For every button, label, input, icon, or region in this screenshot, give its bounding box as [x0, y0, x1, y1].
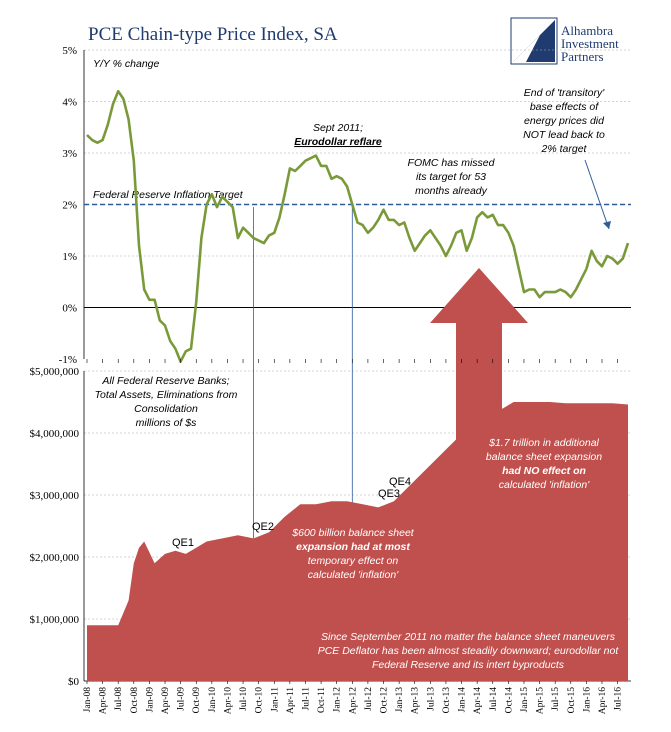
- svg-text:balance sheet expansion: balance sheet expansion: [486, 451, 602, 463]
- x-tick-label: Oct-09: [192, 687, 202, 714]
- annotation-600b: $600 billion balance sheet expansion had…: [291, 527, 415, 581]
- inflation-target-label: Federal Reserve Inflation Target: [93, 189, 244, 201]
- svg-text:calculated 'inflation': calculated 'inflation': [499, 479, 590, 491]
- up-arrow-icon: [430, 268, 528, 562]
- x-tick-label: Apr-10: [223, 687, 233, 714]
- x-tick-label: Oct-12: [380, 687, 390, 714]
- svg-text:Total Assets, Eliminations fro: Total Assets, Eliminations from: [95, 389, 238, 401]
- svg-text:Since September 2011 no matter: Since September 2011 no matter the balan…: [321, 631, 616, 643]
- annotation-transitory: End of 'transitory' base effects of ener…: [523, 87, 605, 155]
- svg-text:base effects of: base effects of: [530, 101, 599, 113]
- x-tick-label: Jul-09: [177, 687, 187, 711]
- logo-line-3: Partners: [561, 49, 604, 64]
- qe1-label: QE1: [172, 537, 194, 549]
- x-tick-label: Apr-11: [286, 687, 296, 714]
- y-tick-label: $0: [68, 676, 80, 688]
- x-tick-label: Oct-08: [130, 687, 140, 714]
- x-tick-label: Jan-13: [395, 687, 405, 713]
- arrowhead-icon: [603, 221, 611, 229]
- x-tick-label: Jan-09: [145, 687, 155, 713]
- top-panel-y-ticks: 5% 4% 3% 2% 1% 0% -1%: [59, 45, 77, 366]
- bottom-panel-ylabel: All Federal Reserve Banks; Total Assets,…: [95, 375, 238, 429]
- transitory-pointer-arrow: [584, 159, 610, 230]
- x-tick-label: Apr-13: [411, 687, 421, 714]
- svg-text:All Federal Reserve Banks;: All Federal Reserve Banks;: [101, 375, 229, 387]
- y-tick-label: 2%: [62, 200, 77, 212]
- x-tick-label: Oct-10: [255, 687, 265, 714]
- svg-text:its target for 53: its target for 53: [416, 171, 486, 183]
- svg-text:End of 'transitory': End of 'transitory': [524, 87, 605, 99]
- bottom-panel-y-ticks: $5,000,000 $4,000,000 $3,000,000 $2,000,000…: [30, 366, 80, 688]
- x-tick-label: Oct-13: [442, 687, 452, 714]
- x-tick-label: Jan-16: [582, 687, 592, 713]
- x-tick-label: Apr-09: [161, 687, 171, 714]
- x-tick-label: Apr-08: [99, 687, 109, 714]
- x-tick-label: Jul-08: [114, 687, 124, 711]
- logo-line-2: Investment: [561, 36, 619, 51]
- y-tick-label: $3,000,000: [30, 490, 80, 502]
- y-tick-label: $5,000,000: [30, 366, 80, 378]
- x-tick-label: Jul-15: [551, 687, 561, 711]
- x-tick-label: Jul-16: [614, 687, 624, 711]
- x-tick-label: Jul-14: [489, 687, 499, 711]
- y-tick-label: 3%: [62, 148, 77, 160]
- x-tick-label: Apr-15: [536, 687, 546, 714]
- x-tick-label: Jan-11: [270, 687, 280, 712]
- svg-text:temporary effect on: temporary effect on: [308, 555, 399, 567]
- annotation-sept2011: Sept 2011; Eurodollar reflare: [294, 122, 382, 148]
- svg-text:2% target: 2% target: [541, 143, 588, 155]
- svg-text:calculated 'inflation': calculated 'inflation': [308, 569, 399, 581]
- y-tick-label: 1%: [62, 251, 77, 263]
- x-tick-label: Jul-12: [364, 687, 374, 711]
- x-tick-label: Jan-08: [83, 687, 93, 713]
- y-tick-label: $1,000,000: [30, 614, 80, 626]
- svg-text:energy prices did: energy prices did: [524, 115, 605, 127]
- annotation-fomc: FOMC has missed its target for 53 months…: [408, 157, 496, 197]
- x-tick-label: Oct-15: [567, 687, 577, 714]
- x-tick-label: Jul-13: [426, 687, 436, 711]
- svg-text:Sept 2011;: Sept 2011;: [313, 122, 363, 134]
- x-axis-tick-labels: Jan-08 Apr-08 Jul-08 Oct-08 Jan-09 Apr-09 Jul-…: [83, 359, 624, 714]
- annotation-since2011: Since September 2011 no matter the balan…: [318, 631, 620, 671]
- svg-text:FOMC has missed: FOMC has missed: [408, 157, 496, 169]
- x-tick-label: Jan-10: [208, 687, 218, 713]
- svg-text:NOT lead back to: NOT lead back to: [523, 129, 605, 141]
- svg-text:PCE Deflator has been almost s: PCE Deflator has been almost steadily do…: [318, 645, 620, 657]
- svg-text:Federal Reserve and its intert: Federal Reserve and its intert byproduct…: [372, 659, 565, 671]
- x-tick-label: Apr-16: [598, 687, 608, 714]
- svg-text:Eurodollar reflare: Eurodollar reflare: [294, 136, 382, 148]
- y-tick-label: 5%: [62, 45, 77, 57]
- svg-text:millions of $s: millions of $s: [136, 417, 197, 429]
- y-tick-label: $2,000,000: [30, 552, 80, 564]
- y-tick-label: 4%: [62, 97, 77, 109]
- x-tick-label: Jan-14: [458, 687, 468, 713]
- svg-text:$1.7 trillion in additional: $1.7 trillion in additional: [488, 437, 599, 449]
- y-tick-label: -1%: [59, 354, 77, 366]
- svg-text:Consolidation: Consolidation: [134, 403, 198, 415]
- x-tick-label: Jul-10: [239, 687, 249, 711]
- top-panel-ylabel: Y/Y % change: [93, 58, 160, 70]
- x-tick-label: Oct-11: [317, 687, 327, 713]
- x-tick-label: Jan-15: [520, 687, 530, 713]
- x-tick-label: Apr-14: [473, 687, 483, 714]
- logo-line-1: Alhambra: [561, 23, 613, 38]
- qe2-label: QE2: [252, 521, 274, 533]
- x-tick-label: Jan-12: [333, 687, 343, 713]
- x-tick-label: Jul-11: [301, 687, 311, 711]
- company-logo: Alhambra Investment Partners: [510, 17, 619, 65]
- x-tick-label: Oct-14: [504, 687, 514, 714]
- qe4-label: QE4: [389, 476, 411, 488]
- y-tick-label: 0%: [62, 303, 77, 315]
- pce-series-line: [86, 89, 630, 363]
- svg-text:months already: months already: [415, 185, 488, 197]
- annotation-1-7t: $1.7 trillion in additional balance shee…: [486, 437, 602, 491]
- chart-title: PCE Chain-type Price Index, SA: [88, 24, 338, 45]
- qe3-label: QE3: [378, 488, 400, 500]
- x-tick-label: Apr-12: [348, 687, 358, 714]
- y-tick-label: $4,000,000: [30, 428, 80, 440]
- svg-text:had NO effect on: had NO effect on: [502, 465, 586, 477]
- svg-text:$600 billion balance sheet: $600 billion balance sheet: [291, 527, 415, 539]
- svg-text:expansion had at most: expansion had at most: [296, 541, 410, 553]
